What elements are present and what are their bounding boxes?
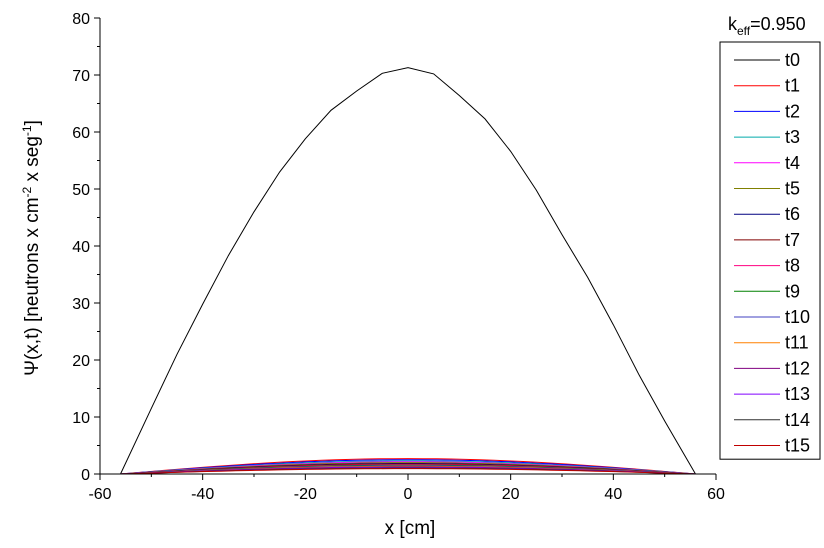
axes: -60 -40 -20 0 20 40 60 0 10 20 30 40 50 60 70 80 <box>72 11 725 503</box>
legend-label: t11 <box>785 333 809 353</box>
y-tick-label: 80 <box>72 11 90 28</box>
x-tick-label: -40 <box>191 486 214 503</box>
legend-label: t7 <box>785 230 800 250</box>
x-tick-label: 60 <box>707 486 725 503</box>
legend-label: t12 <box>785 358 810 378</box>
legend-label: t9 <box>785 281 800 301</box>
legend-label: t8 <box>785 256 800 276</box>
legend-label: t5 <box>785 179 800 199</box>
series-line-t0 <box>120 67 696 475</box>
legend-label: t10 <box>785 307 810 327</box>
y-tick-label: 10 <box>72 410 90 427</box>
legend-label: t6 <box>785 204 800 224</box>
y-tick-label: 40 <box>72 239 90 256</box>
plot-lines <box>120 67 696 475</box>
x-tick-label: -20 <box>294 486 317 503</box>
x-tick-label: -60 <box>88 486 111 503</box>
x-axis-title: x [cm] <box>385 518 436 539</box>
x-tick-label: 0 <box>404 486 413 503</box>
series-line-t1 <box>120 458 696 475</box>
y-tick-label: 50 <box>72 182 90 199</box>
y-tick-label: 20 <box>72 353 90 370</box>
y-axis-title: Ψ(x,t) [neutrons x cm-2 x seg-1] <box>20 120 43 376</box>
x-tick-label: 20 <box>502 486 520 503</box>
legend-label: t2 <box>785 101 800 121</box>
y-tick-label: 30 <box>72 296 90 313</box>
legend-label: t1 <box>785 76 800 96</box>
legend-label: t0 <box>785 50 800 70</box>
y-tick-label: 70 <box>72 68 90 85</box>
legend-label: t14 <box>785 410 810 430</box>
legend-label: t4 <box>785 153 800 173</box>
y-tick-label: 60 <box>72 125 90 142</box>
legend-label: t13 <box>785 384 810 404</box>
series-line-t15 <box>120 468 696 475</box>
legend-label: t15 <box>785 436 810 456</box>
legend-label: t3 <box>785 127 800 147</box>
series-line-t2 <box>120 459 696 475</box>
legend: t0 t1 t2 t3 t4 t5 t6 t7 t8 t9 t10 t11 t12 t13 t14 t15 <box>719 41 821 460</box>
keff-annotation: keff=0.950 <box>728 14 806 38</box>
x-tick-label: 40 <box>604 486 622 503</box>
y-tick-label: 0 <box>81 467 90 484</box>
